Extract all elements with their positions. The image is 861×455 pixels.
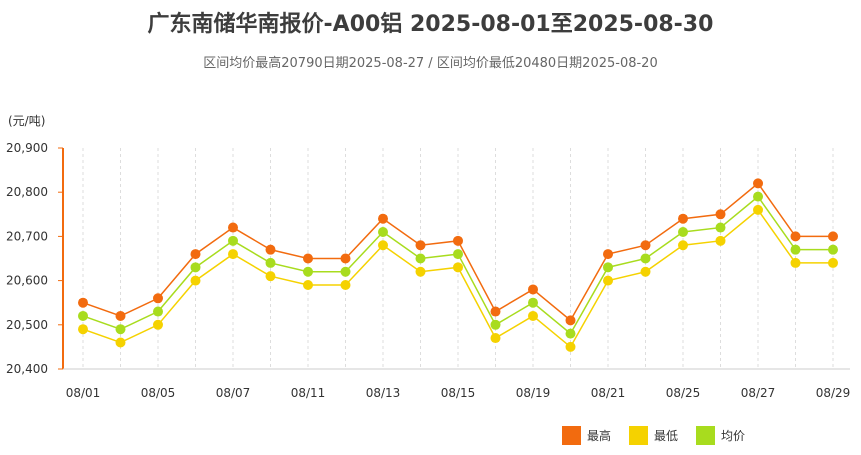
chart-subtitle: 区间均价最高20790日期2025-08-27 / 区间均价最低20480日期2…: [203, 56, 658, 71]
data-point: [715, 222, 726, 233]
data-point: [790, 231, 801, 242]
data-point: [603, 262, 613, 273]
data-point: [603, 249, 613, 260]
data-point: [753, 191, 763, 202]
legend-label-high: 最高: [587, 429, 612, 443]
data-point: [78, 310, 88, 321]
data-point: [415, 240, 426, 251]
data-point: [78, 297, 88, 308]
x-tick-label: 08/25: [666, 386, 701, 400]
x-tick-label: 08/07: [216, 386, 251, 400]
legend-item-high[interactable]: 最高: [562, 426, 611, 445]
legend: 最高 最低 均价: [562, 426, 745, 445]
data-point: [228, 222, 238, 233]
y-tick-label: 20,400: [6, 362, 48, 376]
data-point: [453, 262, 463, 273]
y-tick-label: 20,600: [6, 274, 48, 288]
data-point: [640, 253, 651, 264]
x-tick-label: 08/13: [366, 386, 401, 400]
x-tick-label: 08/29: [816, 386, 851, 400]
data-point: [790, 244, 801, 255]
data-point: [303, 266, 313, 277]
data-point: [528, 284, 538, 295]
x-tick-label: 08/21: [591, 386, 626, 400]
x-tick-label: 08/15: [441, 386, 476, 400]
x-tick-label: 08/11: [291, 386, 326, 400]
legend-swatch-high: [562, 426, 581, 445]
x-tick-label: 08/19: [516, 386, 551, 400]
x-tick-label: 08/01: [66, 386, 101, 400]
data-point: [340, 266, 351, 277]
data-point: [565, 315, 576, 326]
legend-item-avg[interactable]: 均价: [696, 426, 745, 445]
data-point: [753, 204, 763, 215]
data-point: [828, 231, 838, 242]
data-point: [190, 262, 201, 273]
data-point: [640, 240, 651, 251]
data-point: [603, 275, 613, 286]
y-tick-label: 20,500: [6, 318, 48, 332]
data-point: [378, 213, 388, 224]
data-point: [190, 275, 201, 286]
data-point: [265, 271, 276, 282]
data-point: [490, 333, 501, 344]
data-point: [715, 235, 726, 246]
data-point: [490, 319, 501, 330]
data-point: [640, 266, 651, 277]
y-axis-unit-label: (元/吨): [8, 114, 46, 128]
data-point: [678, 213, 688, 224]
data-point: [828, 244, 838, 255]
data-point: [115, 310, 126, 321]
data-point: [303, 253, 313, 264]
x-tick-label: 08/05: [141, 386, 176, 400]
x-tick-label: 08/27: [741, 386, 776, 400]
data-point: [153, 319, 163, 330]
data-point: [565, 328, 576, 339]
data-point: [340, 253, 351, 264]
data-point: [190, 249, 201, 260]
data-point: [753, 178, 763, 189]
data-point: [153, 306, 163, 317]
series-group: [78, 178, 838, 352]
data-point: [528, 297, 538, 308]
data-point: [78, 324, 88, 335]
data-point: [528, 310, 538, 321]
legend-item-low[interactable]: 最低: [629, 426, 678, 445]
data-point: [453, 235, 463, 246]
data-point: [828, 257, 838, 268]
data-point: [303, 280, 313, 291]
y-tick-label: 20,800: [6, 185, 48, 199]
chart-title: 广东南储华南报价-A00铝 2025-08-01至2025-08-30: [147, 12, 714, 37]
data-point: [228, 235, 238, 246]
legend-label-low: 最低: [654, 429, 679, 443]
data-point: [115, 337, 126, 348]
data-point: [115, 324, 126, 335]
legend-swatch-low: [629, 426, 649, 445]
data-point: [453, 249, 463, 260]
data-point: [678, 240, 688, 251]
axes: 20,400 20,500 20,600 20,700 20,800 20,900 08/0…: [6, 141, 850, 400]
data-point: [415, 253, 426, 264]
data-point: [378, 240, 388, 251]
data-point: [378, 226, 388, 237]
data-point: [153, 293, 163, 304]
data-point: [265, 257, 276, 268]
data-point: [790, 257, 801, 268]
data-point: [565, 341, 576, 352]
data-point: [340, 280, 351, 291]
data-point: [415, 266, 426, 277]
legend-label-avg: 均价: [721, 429, 746, 443]
data-point: [490, 306, 501, 317]
data-point: [228, 249, 238, 260]
data-point: [715, 209, 726, 220]
y-tick-label: 20,700: [6, 229, 48, 243]
data-point: [265, 244, 276, 255]
y-tick-label: 20,900: [6, 141, 48, 155]
legend-swatch-avg: [696, 426, 716, 445]
data-point: [678, 226, 688, 237]
